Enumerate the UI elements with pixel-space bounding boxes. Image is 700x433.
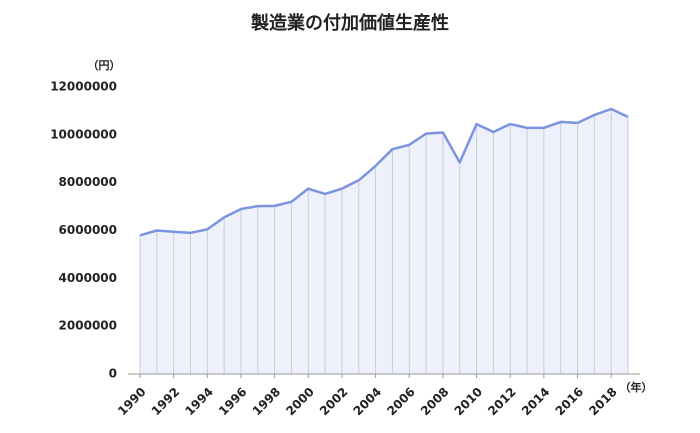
y-axis-label: （円） — [88, 59, 121, 72]
x-tick-label: 2016 — [553, 385, 587, 419]
x-tick-label: 2018 — [586, 385, 620, 419]
y-tick-label: 4000000 — [59, 271, 117, 285]
line — [139, 107, 629, 237]
x-tick-label: 2006 — [384, 385, 418, 419]
x-tick-label: 1998 — [250, 385, 284, 419]
y-tick-label: 8000000 — [59, 175, 117, 189]
x-tick-label: 2010 — [452, 385, 486, 419]
x-tick-label: 1994 — [182, 385, 216, 419]
x-tick-label: 2004 — [351, 385, 385, 419]
x-tick-label: 1992 — [149, 385, 183, 419]
x-tick-label: 1990 — [115, 385, 149, 419]
x-tick-label: 2008 — [418, 385, 452, 419]
y-tick-label: 6000000 — [59, 223, 117, 237]
x-tick-label: 2014 — [519, 385, 553, 419]
x-tick-label: 2002 — [317, 385, 351, 419]
y-tick-label: 12000000 — [50, 80, 117, 94]
chart-title: 製造業の付加価値生産性 — [250, 12, 449, 34]
x-axis-label: （年） — [620, 380, 653, 394]
y-tick-label: 10000000 — [50, 127, 117, 141]
y-tick-label: 2000000 — [59, 319, 117, 333]
x-tick-label: 2000 — [283, 385, 317, 419]
area-fill — [140, 109, 628, 375]
x-tick-label: 2012 — [485, 385, 519, 419]
y-tick-label: 0 — [109, 367, 117, 381]
x-tick-label: 1996 — [216, 385, 250, 419]
